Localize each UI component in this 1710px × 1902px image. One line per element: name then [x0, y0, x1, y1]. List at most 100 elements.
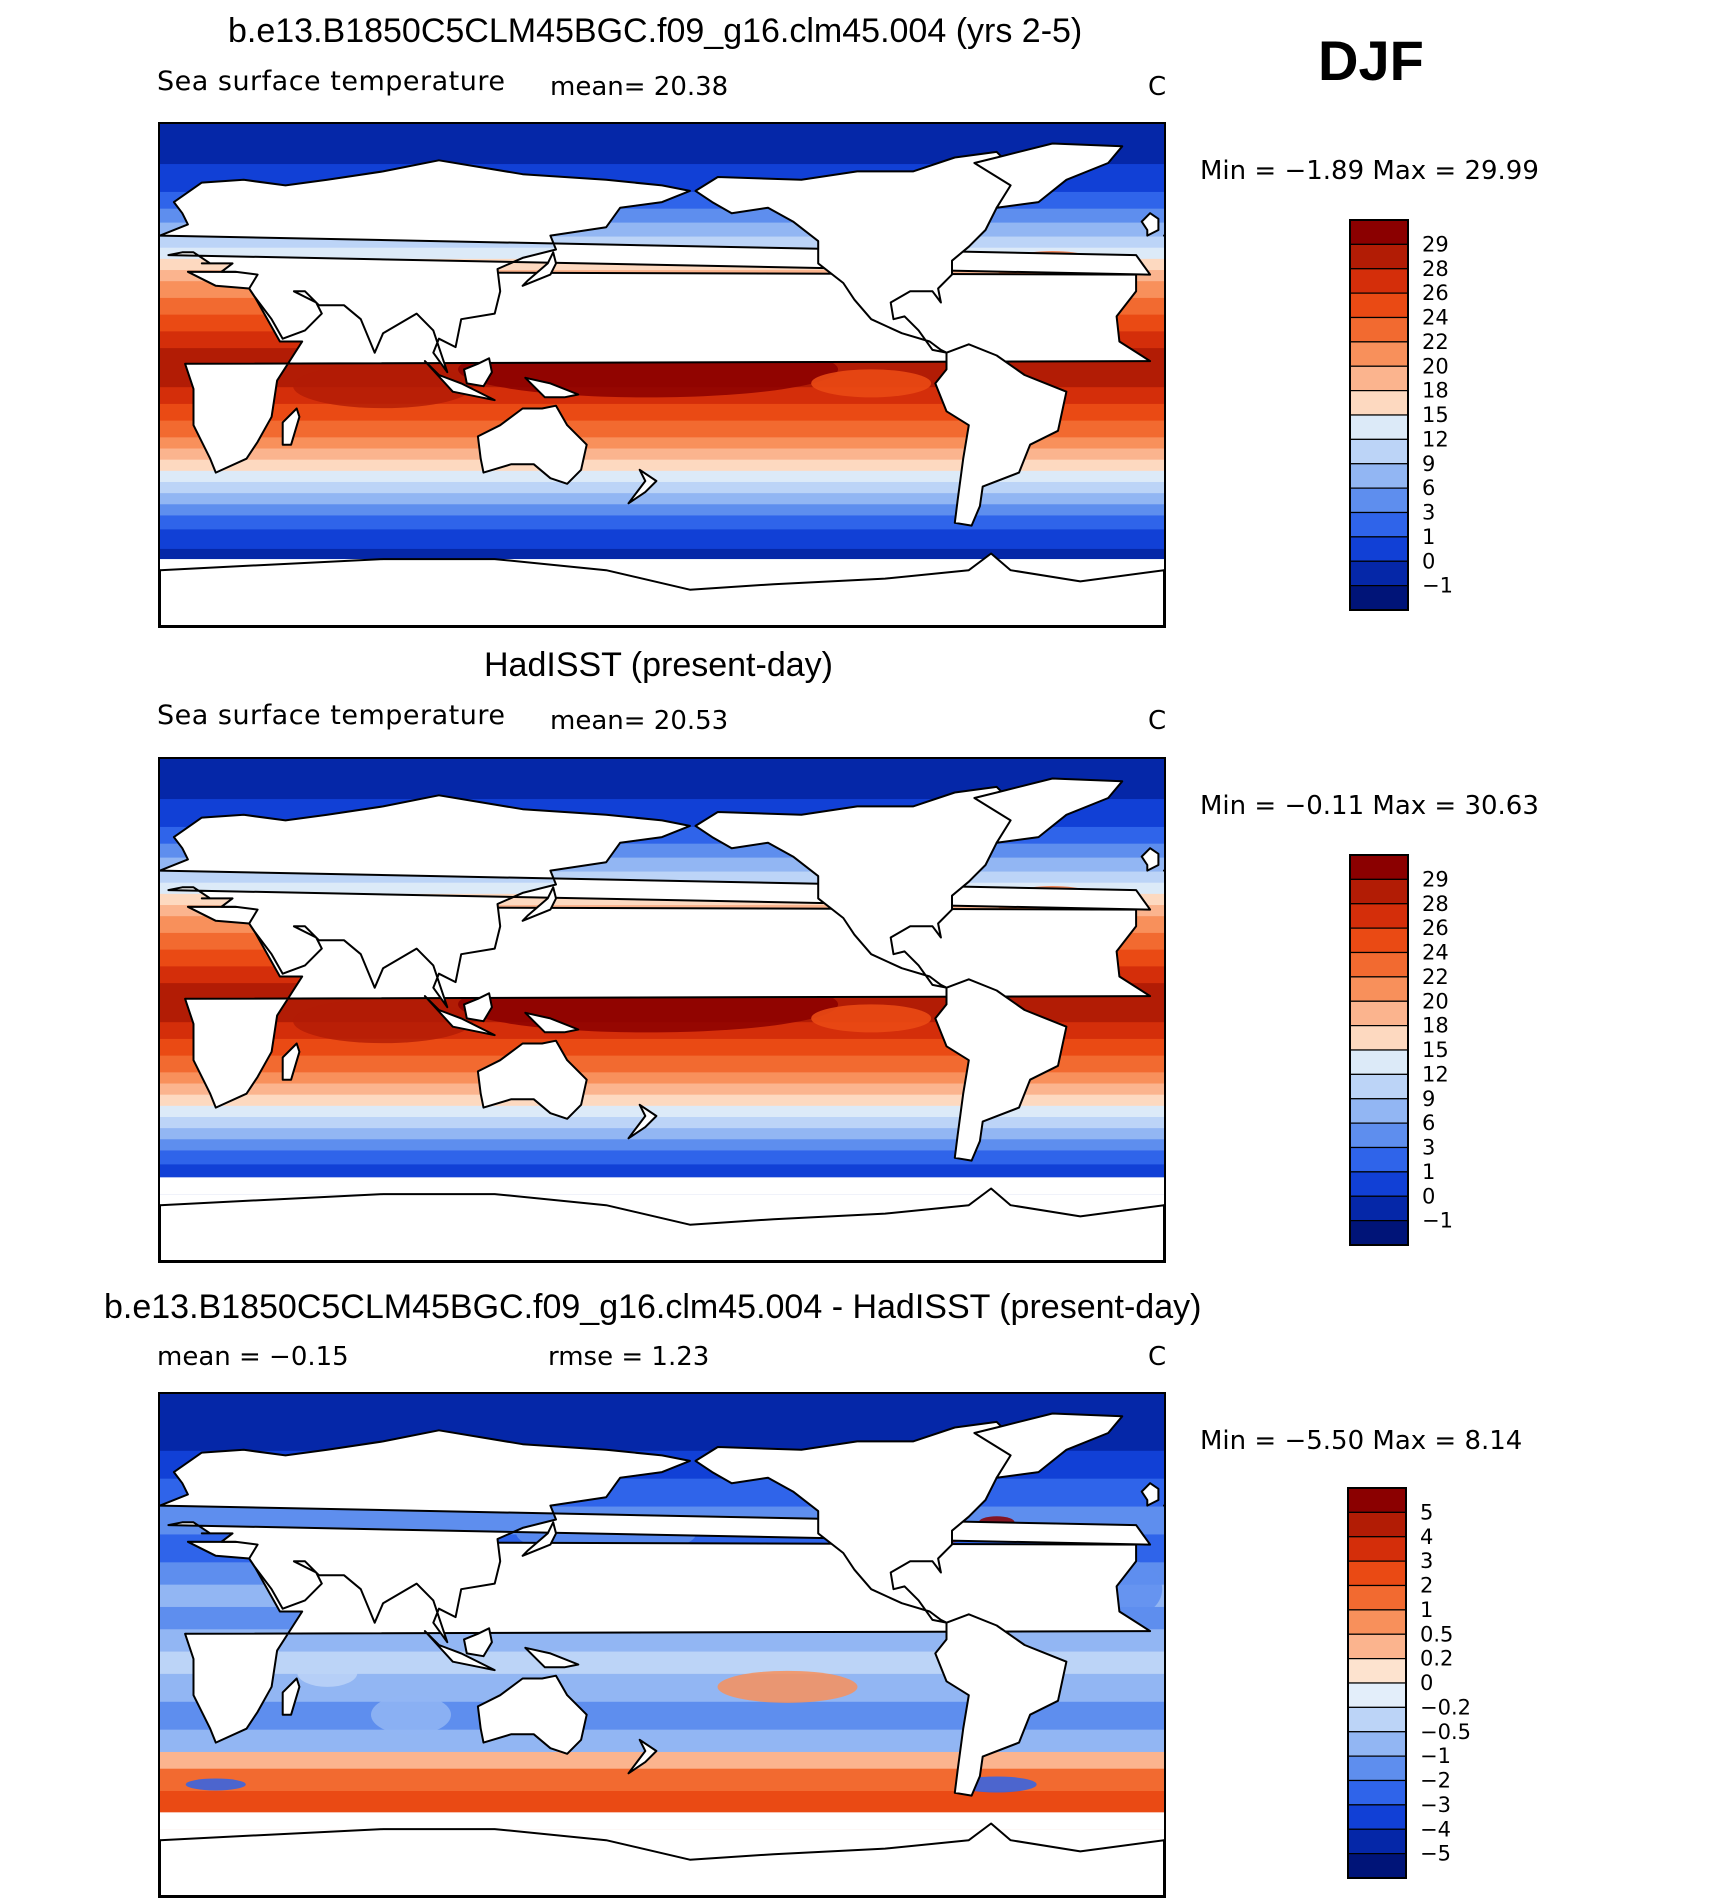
sst-map-obs: [158, 757, 1166, 1263]
sst-band: [160, 1138, 1164, 1151]
continent-samerica: [934, 1613, 1068, 1797]
sst-map-model: [158, 122, 1166, 628]
continent-madagascar: [281, 407, 301, 446]
colorbar-swatch: [1349, 341, 1409, 367]
colorbar-tick-label: 3: [1422, 501, 1435, 525]
continent-newzealand: [627, 1103, 658, 1140]
field-label: Sea surface temperature: [157, 700, 506, 731]
colorbar-swatch: [1349, 438, 1409, 465]
continent-indonesia: [423, 1630, 496, 1672]
colorbar-tick-label: 12: [1422, 427, 1449, 451]
continent-antarctica: [160, 552, 1164, 626]
continent-indonesia: [423, 995, 496, 1037]
sst-map-diff: [158, 1392, 1166, 1898]
colorbar-swatch: [1349, 511, 1409, 538]
sst-band: [160, 1115, 1164, 1129]
sst-band: [160, 492, 1164, 505]
land: [160, 142, 1164, 626]
continent-newzealand: [627, 468, 658, 505]
colorbar-swatch: [1349, 487, 1409, 514]
continent-japan: [521, 251, 557, 287]
colorbar-swatch: [1347, 1536, 1407, 1562]
colorbar: 29 28 26 24 22 20 18 15 12 9 6 3 1 0 −1: [1348, 854, 1508, 1255]
colorbar-swatch: [1349, 243, 1409, 270]
sst-band: [160, 1127, 1164, 1140]
sst-band: [160, 469, 1164, 482]
colorbar-tick-label: 26: [1422, 281, 1449, 305]
continent-antarctica: [160, 1822, 1164, 1896]
continent-samerica: [934, 343, 1068, 527]
mean-stat: mean= 20.38: [550, 72, 729, 102]
colorbar-swatch: [1347, 1731, 1407, 1757]
continent-eurasia: [160, 794, 1152, 1009]
sst-band: [160, 528, 1164, 549]
sst-band: [160, 1054, 1164, 1073]
field-label: Sea surface temperature: [157, 66, 506, 97]
colorbar-tick-label: 18: [1422, 379, 1449, 403]
colorbar-swatch: [1347, 1487, 1407, 1513]
colorbar-swatch: [1349, 219, 1409, 245]
colorbar-tick-label: 20: [1422, 354, 1449, 378]
colorbar-swatch: [1349, 390, 1409, 416]
diff-band: [160, 1750, 1164, 1769]
sst-band: [160, 503, 1164, 516]
colorbar-tick-label: 15: [1422, 403, 1449, 427]
sst-band: [160, 1037, 1164, 1056]
colorbar-tick-label: −0.2: [1420, 1695, 1471, 1719]
colorbar-swatch: [1349, 1098, 1409, 1124]
continent-eurasia: [160, 159, 1152, 374]
colorbar-swatch: [1349, 268, 1409, 294]
continent-madagascar: [281, 1677, 301, 1716]
diff-band: [160, 1650, 1164, 1674]
panel-title: b.e13.B1850C5CLM45BGC.f09_g16.clm45.004 …: [228, 12, 1083, 50]
cold-tongue: [811, 1004, 932, 1033]
colorbar-tick-label: 0.5: [1420, 1622, 1453, 1646]
anomaly-patch: [297, 1658, 358, 1687]
colorbar-swatch: [1347, 1682, 1407, 1708]
colorbar-swatch: [1347, 1633, 1407, 1660]
colorbar-tick-label: 4: [1420, 1525, 1433, 1549]
colorbar-swatch: [1349, 1220, 1409, 1246]
colorbar-tick-label: 29: [1422, 232, 1449, 256]
sst-band: [160, 1093, 1164, 1106]
colorbar-frame: [1349, 854, 1409, 1246]
cold-tongue: [811, 369, 932, 398]
land: [160, 1412, 1164, 1896]
units-label: C: [1148, 706, 1167, 736]
colorbar-tick-label: −5: [1420, 1842, 1451, 1866]
colorbar-tick-label: 28: [1422, 257, 1449, 281]
continent-greenland: [973, 777, 1124, 844]
colorbar-swatch: [1347, 1706, 1407, 1733]
colorbar-swatch: [1349, 585, 1409, 611]
colorbar-tick-label: 9: [1422, 1087, 1435, 1111]
colorbar-tick-label: 0.2: [1420, 1647, 1453, 1671]
continent-newguinea: [524, 1011, 580, 1034]
colorbar-tick-label: 1: [1420, 1598, 1433, 1622]
colorbar-tick-label: −4: [1420, 1817, 1451, 1841]
colorbar-swatch: [1347, 1658, 1407, 1684]
sst-band: [160, 1071, 1164, 1084]
sst-band: [160, 1149, 1164, 1165]
sst-band: [160, 1082, 1164, 1095]
colorbar-tick-label: 9: [1422, 452, 1435, 476]
colorbar-swatch: [1347, 1560, 1407, 1587]
sea-ice-mask: [160, 1177, 1164, 1195]
colorbar-swatch: [1349, 536, 1409, 562]
colorbar-tick-label: −0.5: [1420, 1720, 1471, 1744]
colorbar-swatch: [1347, 1511, 1407, 1538]
colorbar-tick-label: 2: [1420, 1574, 1433, 1598]
sst-band: [160, 447, 1164, 460]
sst-band: [160, 402, 1164, 421]
colorbar-swatch: [1349, 1049, 1409, 1075]
panel-title: HadISST (present-day): [484, 646, 833, 684]
mean-stat: mean= 20.53: [550, 706, 729, 736]
colorbar-tick-label: 20: [1422, 989, 1449, 1013]
colorbar-tick-label: 18: [1422, 1014, 1449, 1038]
min-max-label: Min = −5.50 Max = 8.14: [1200, 1426, 1523, 1456]
continent-borneo: [463, 1627, 493, 1658]
colorbar-tick-label: −1: [1422, 574, 1453, 598]
sst-band: [160, 458, 1164, 471]
continent-japan: [521, 886, 557, 922]
